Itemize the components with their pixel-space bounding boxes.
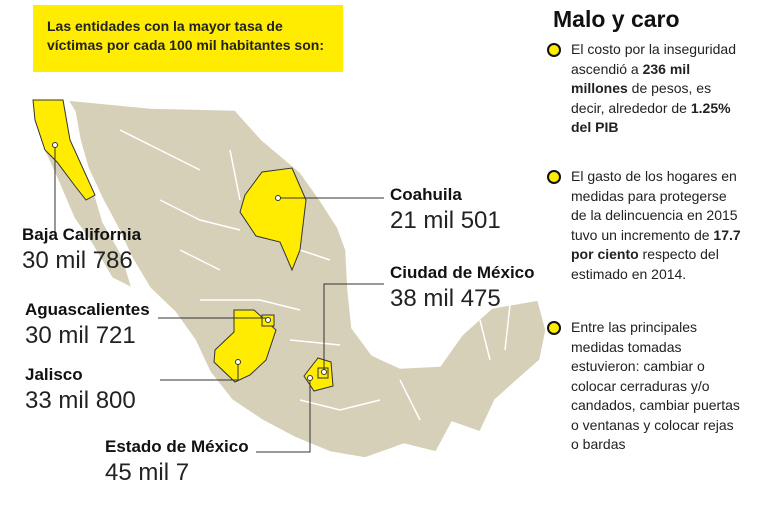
state-value: 33 mil 800 (25, 387, 136, 414)
coahuila (239, 167, 307, 272)
state-dot (52, 142, 58, 148)
state-value: 38 mil 475 (390, 285, 501, 312)
bullet-text: 236 mil millones (571, 60, 691, 97)
jalisco (213, 309, 277, 383)
state-dot (321, 369, 327, 375)
bullet: El gasto de los hogares en medidas para … (545, 167, 745, 284)
bullet-text: El costo por la inseguridad ascendió a (571, 41, 736, 77)
state-value: 21 mil 501 (390, 207, 501, 234)
state-name: Jalisco (25, 365, 83, 384)
state-name: Baja California (22, 225, 142, 244)
bullet: Entre las principales medidas tomadas es… (545, 318, 745, 455)
state-dot (235, 359, 241, 365)
state-dot (265, 317, 271, 323)
state-name: Ciudad de México (390, 263, 535, 282)
bullet-dot (547, 170, 561, 184)
bullet-text: 17.7 por ciento (571, 226, 741, 263)
leaders (54, 145, 384, 453)
bullet-text: Entre las principales medidas tomadas es… (571, 319, 740, 452)
state-name: Estado de México (105, 437, 249, 456)
state-value: 30 mil 721 (25, 322, 136, 349)
highlighted-states (32, 99, 334, 392)
state-name: Aguascalientes (25, 300, 150, 319)
state-borders (119, 129, 511, 421)
dots (52, 142, 327, 381)
leader-line (160, 362, 239, 381)
state-value: 30 mil 786 (22, 247, 133, 274)
bullet-text: respecto del estimado en 2014. (571, 246, 719, 282)
state-value: 45 mil 7 (105, 459, 189, 486)
state-name: Coahuila (390, 185, 462, 204)
bullet-dot (547, 43, 561, 57)
bullet-text: de pesos, es decir, alrededor de (571, 80, 712, 116)
mainland (66, 99, 547, 459)
bullet-dot (547, 321, 561, 335)
sidebar-title: Malo y caro (553, 6, 680, 32)
leader-line (323, 283, 384, 372)
baja-california (32, 99, 96, 201)
bullet-text: 1.25% del PIB (571, 99, 731, 136)
leader-line (256, 378, 311, 453)
bullet: El costo por la inseguridad ascendió a 2… (545, 40, 745, 138)
state-dot (307, 375, 313, 381)
bullet-text: El gasto de los hogares en medidas para … (571, 168, 738, 243)
state-dot (275, 195, 281, 201)
intro-box: Las entidades con la mayor tasa de vícti… (33, 5, 343, 72)
